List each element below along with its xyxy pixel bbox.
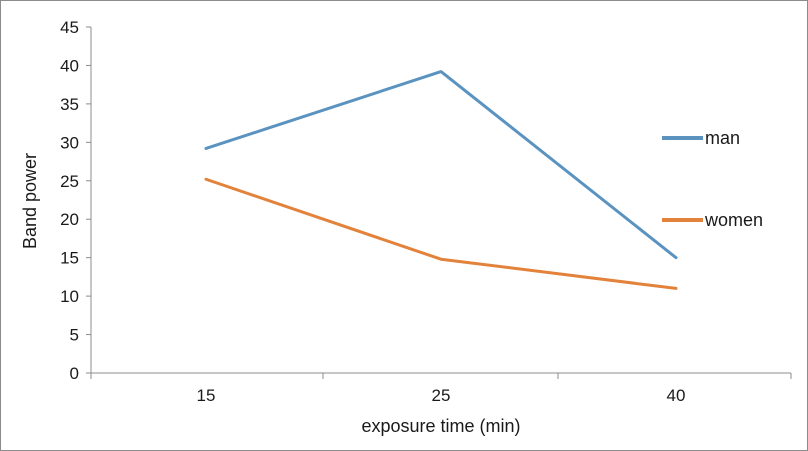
x-axis-ticks: 15 25 40 — [90, 372, 792, 405]
y-tick-label: 45 — [60, 18, 79, 37]
y-tick-label: 15 — [60, 249, 79, 268]
y-tick-label: 35 — [60, 95, 79, 114]
y-tick-label: 25 — [60, 172, 79, 191]
x-tick-label: 40 — [667, 386, 686, 405]
series-line-women — [204, 177, 678, 290]
legend-label-women: women — [704, 210, 763, 230]
y-tick-label: 0 — [70, 364, 79, 383]
y-tick-label: 10 — [60, 287, 79, 306]
legend-label-man: man — [705, 128, 740, 148]
series-line-man — [204, 70, 678, 260]
y-axis-ticks: 0 5 10 15 20 25 30 35 40 45 — [60, 18, 92, 383]
y-axis-title: Band power — [20, 153, 40, 249]
y-tick-label: 20 — [60, 210, 79, 229]
y-tick-label: 40 — [60, 56, 79, 75]
x-tick-label: 15 — [197, 386, 216, 405]
series-layer — [204, 70, 678, 290]
y-tick-label: 30 — [60, 133, 79, 152]
x-axis-title: exposure time (min) — [361, 416, 520, 436]
x-tick-label: 25 — [432, 386, 451, 405]
y-tick-label: 5 — [70, 326, 79, 345]
legend: man women — [662, 128, 763, 230]
